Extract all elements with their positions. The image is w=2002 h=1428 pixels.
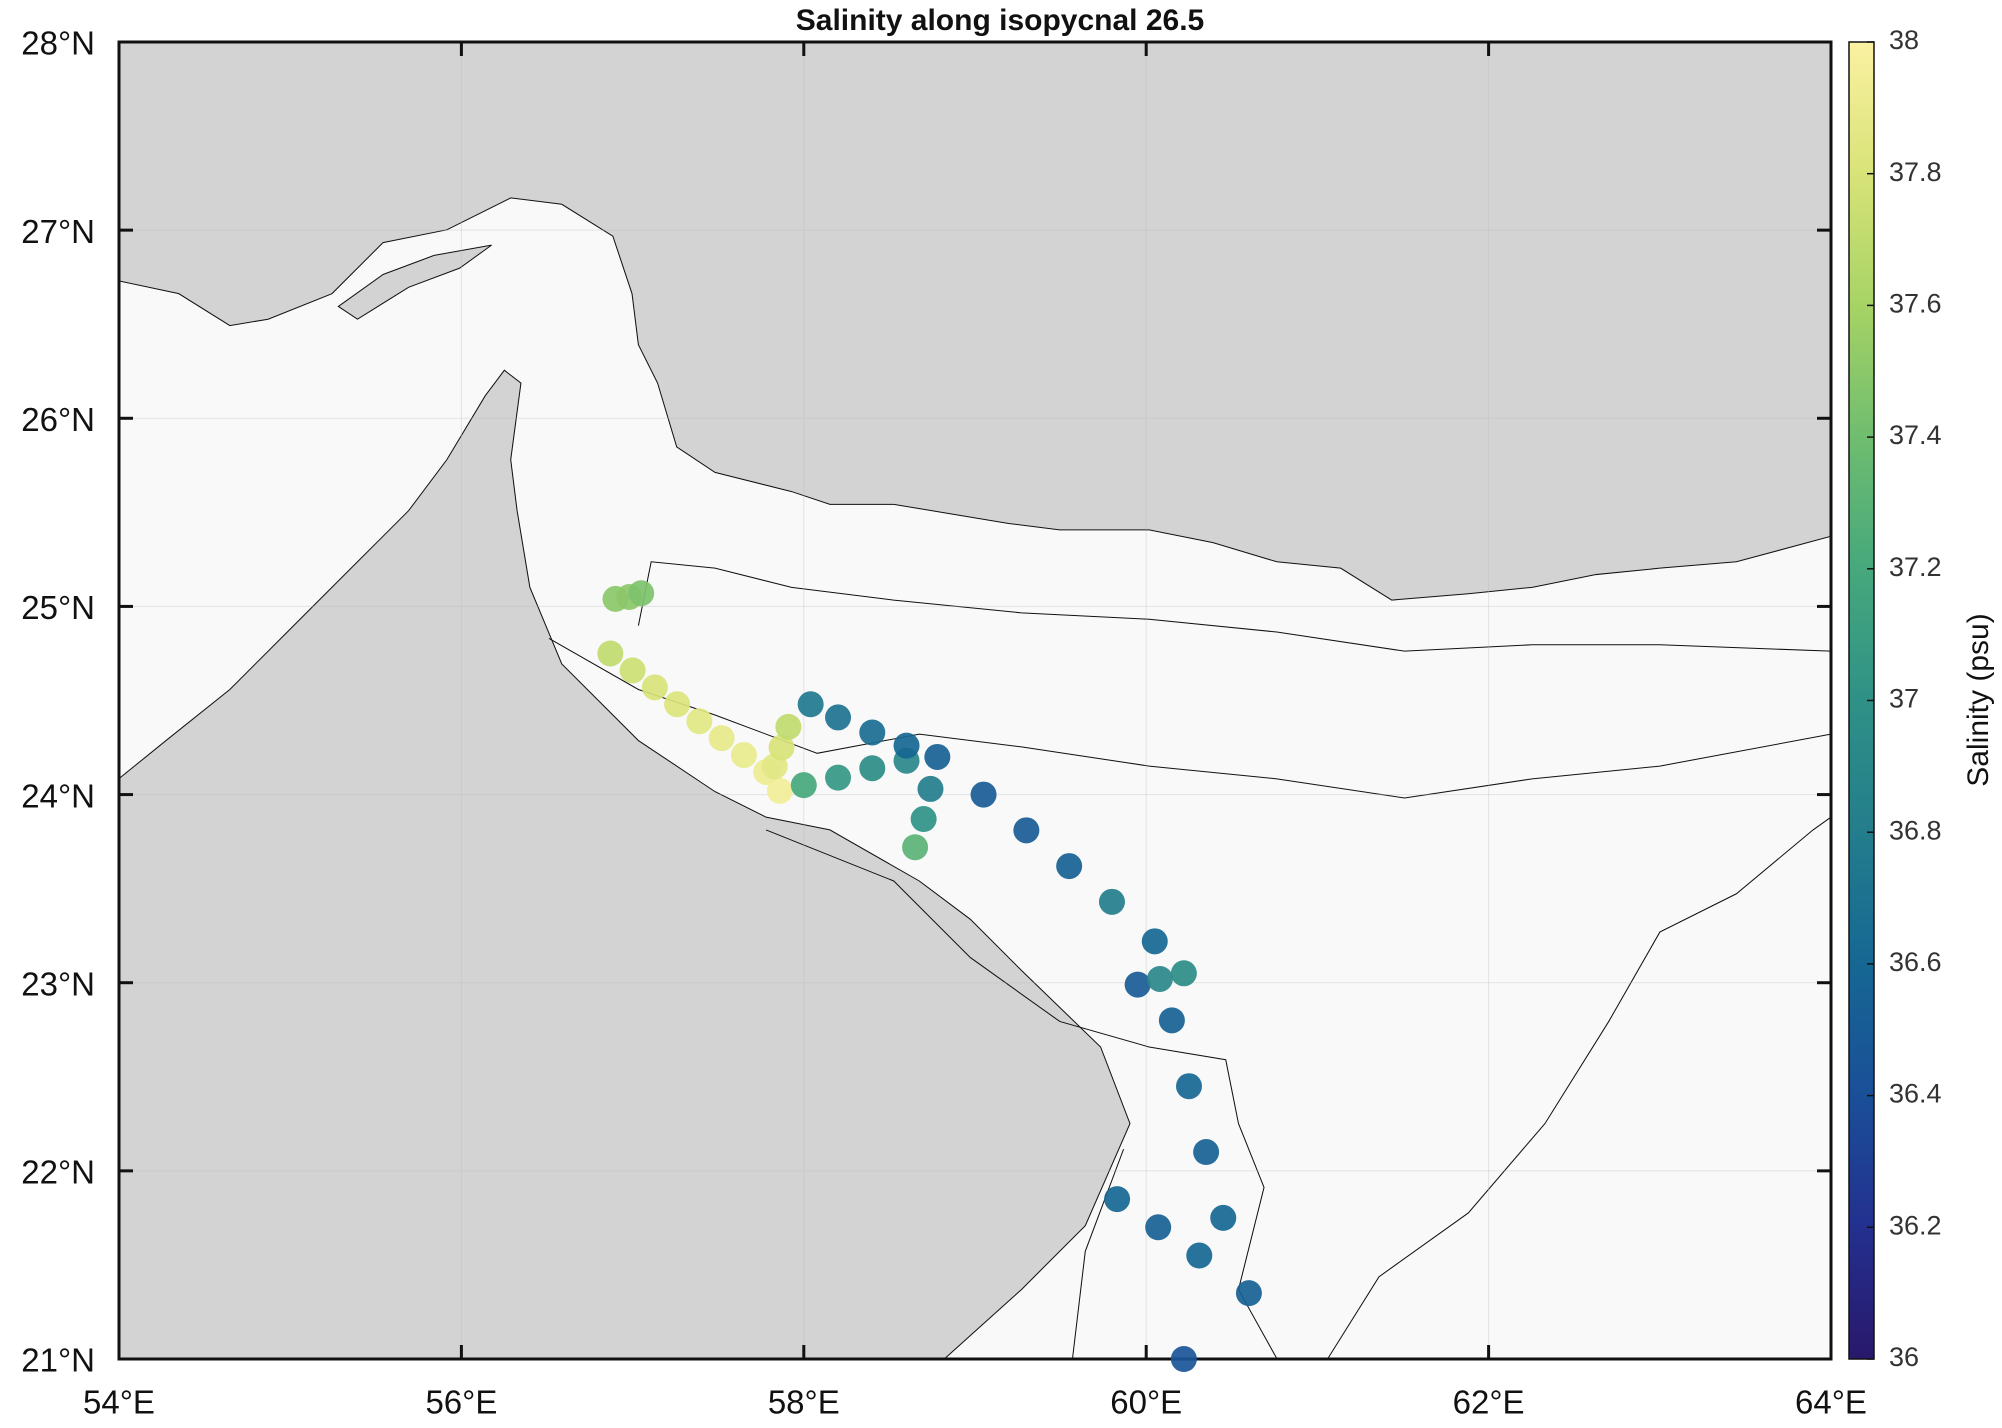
sample-point <box>825 704 852 731</box>
x-tick-label: 58°E <box>768 1384 840 1421</box>
sample-point <box>790 772 817 799</box>
sample-point <box>1158 1007 1185 1034</box>
sample-point <box>641 674 668 701</box>
colorbar-tick-label: 36.8 <box>1889 815 1942 845</box>
y-tick-label: 25°N <box>21 589 95 626</box>
x-tick-label: 60°E <box>1110 1384 1182 1421</box>
sample-point <box>628 580 655 607</box>
sample-point <box>1170 960 1197 987</box>
colorbar-tick-label: 37.4 <box>1889 420 1942 450</box>
contour <box>637 561 1831 652</box>
sample-point <box>1124 971 1151 998</box>
sample-point <box>766 777 793 804</box>
sample-point <box>910 806 937 833</box>
sample-point <box>597 640 624 667</box>
contour <box>1327 816 1832 1359</box>
x-tick-label: 64°E <box>1795 1384 1867 1421</box>
sample-point <box>1186 1242 1213 1269</box>
colorbar-tick-label: 37.8 <box>1889 157 1942 187</box>
x-tick-label: 62°E <box>1453 1384 1525 1421</box>
sample-point <box>859 719 886 746</box>
basemap <box>118 197 1832 1360</box>
colorbar-tick-label: 37.6 <box>1889 289 1942 319</box>
sample-point <box>917 775 944 802</box>
sample-point <box>825 764 852 791</box>
sample-point <box>619 657 646 684</box>
sample-point <box>1170 1346 1197 1372</box>
y-tick-label: 26°N <box>21 401 95 438</box>
sample-point <box>1098 888 1125 915</box>
sample-point <box>664 691 691 718</box>
sample-point <box>1013 817 1040 844</box>
colorbar-title: Salinity (psu) <box>1962 613 1995 786</box>
y-tick-label: 24°N <box>21 777 95 814</box>
sea <box>118 197 1832 1360</box>
y-tick-label: 27°N <box>21 213 95 250</box>
colorbar-tick-label: 37 <box>1889 684 1919 714</box>
x-tick-label: 56°E <box>425 1384 497 1421</box>
sample-point <box>1193 1139 1220 1166</box>
axes-frame <box>117 40 1833 1361</box>
chart-title: Salinity along isopycnal 26.5 <box>796 4 1204 37</box>
y-tick-label: 28°N <box>21 25 95 62</box>
sample-point <box>902 834 929 861</box>
sample-point <box>893 732 920 759</box>
sample-point <box>768 734 795 761</box>
colorbar-tick-label: 36.4 <box>1889 1079 1942 1109</box>
colorbar-tick-label: 38 <box>1889 25 1919 55</box>
sample-point <box>775 713 802 740</box>
sample-point <box>859 755 886 782</box>
y-tick-label: 22°N <box>21 1154 95 1191</box>
sample-point <box>1176 1073 1202 1100</box>
sample-point <box>924 743 951 770</box>
colorbar-tick-label: 37.2 <box>1889 552 1942 582</box>
sample-point <box>1104 1186 1131 1213</box>
colorbar-tick-label: 36.6 <box>1889 947 1942 977</box>
sample-point <box>686 708 713 735</box>
sample-point <box>708 725 735 752</box>
sample-point <box>797 691 824 718</box>
sample-point <box>970 781 997 808</box>
bathymetry-contours <box>548 561 1832 1359</box>
contour <box>765 829 1278 1359</box>
contour <box>1072 1148 1125 1359</box>
y-tick-label: 21°N <box>21 1342 95 1379</box>
sample-point <box>1235 1280 1262 1307</box>
island <box>337 244 492 320</box>
x-tick-label: 54°E <box>83 1384 155 1421</box>
colorbar-tick-label: 36.2 <box>1889 1210 1942 1240</box>
sample-point <box>1141 928 1168 955</box>
sample-point <box>1210 1204 1237 1231</box>
sample-point <box>1145 1214 1172 1241</box>
sample-point <box>730 742 757 769</box>
y-tick-label: 23°N <box>21 965 95 1002</box>
sample-point <box>1146 965 1173 992</box>
sample-point <box>1056 853 1083 880</box>
colorbar-tick-label: 36 <box>1889 1342 1919 1372</box>
